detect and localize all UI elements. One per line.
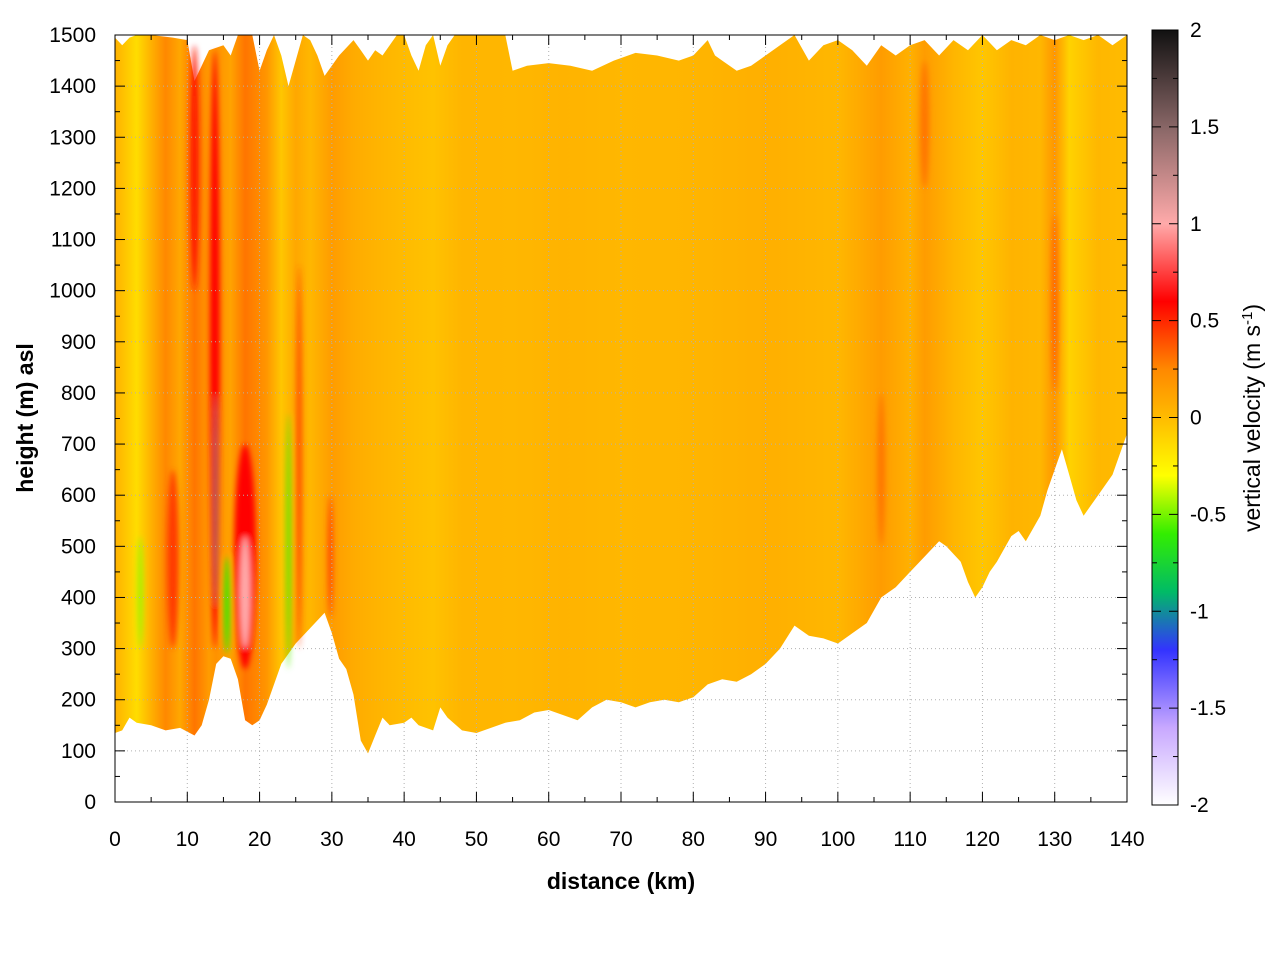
velocity-streak [137, 536, 143, 649]
y-tick-label: 500 [61, 535, 96, 558]
x-tick-label: 70 [609, 828, 632, 851]
x-axis: 0 10 20 30 40 50 60 70 80 90 100 110 120 130 140 [109, 35, 1145, 851]
colorbar-tick-label: 0.5 [1190, 310, 1219, 333]
velocity-streak [240, 536, 251, 649]
velocity-streak [167, 469, 179, 649]
x-axis-title: distance (km) [547, 868, 695, 894]
y-tick-label: 400 [61, 586, 96, 609]
colorbar-title-main: vertical velocity (m s [1239, 325, 1265, 532]
y-tick-label: 1100 [51, 229, 96, 252]
colorbar-title-end: ) [1239, 304, 1265, 312]
x-tick-label: 0 [109, 828, 121, 851]
y-tick-label: 900 [61, 331, 96, 354]
plot-area: 0 10 20 30 40 50 60 70 80 90 100 110 120 130 140 0 100 2… [49, 24, 1144, 851]
colorbar-title: vertical velocity (m s-1) [1239, 304, 1266, 532]
velocity-streak [877, 392, 885, 547]
velocity-streak [213, 392, 218, 608]
colorbar-tick-label: 0 [1190, 407, 1202, 430]
grid-lines [115, 35, 1127, 802]
colorbar-tick-label: 2 [1190, 19, 1202, 42]
y-tick-label: 100 [61, 740, 96, 763]
y-tick-label: 0 [84, 791, 96, 814]
x-tick-label: 130 [1037, 828, 1072, 851]
x-tick-label: 50 [465, 828, 488, 851]
y-tick-label: 1200 [49, 177, 96, 200]
y-axis-title: height (m) asl [12, 343, 38, 493]
y-tick-label: 1300 [49, 126, 96, 149]
x-tick-label: 20 [248, 828, 271, 851]
colorbar-tick-label: -0.5 [1190, 503, 1226, 526]
y-tick-label: 300 [61, 638, 96, 661]
colorbar-tick-label: 1.5 [1190, 116, 1219, 139]
velocity-streak [224, 556, 230, 654]
y-tick-label: 600 [61, 484, 96, 507]
colorbar-tick-label: -1 [1190, 600, 1209, 623]
velocity-streak [209, 50, 220, 649]
x-tick-label: 80 [682, 828, 705, 851]
x-tick-label: 110 [893, 828, 926, 851]
colorbar-ticks: -2 -1.5 -1 -0.5 0 0.5 1 1.5 2 [1152, 19, 1226, 817]
y-tick-label: 800 [61, 382, 96, 405]
x-tick-label: 120 [965, 828, 1000, 851]
colorbar: -2 -1.5 -1 -0.5 0 0.5 1 1.5 2 vertical velocity … [1151, 19, 1266, 817]
y-tick-label: 1000 [49, 280, 96, 303]
velocity-streak [190, 45, 199, 291]
y-tick-label: 1400 [49, 75, 96, 98]
x-tick-label: 90 [754, 828, 777, 851]
x-tick-label: 140 [1109, 828, 1144, 851]
x-tick-label: 40 [392, 828, 415, 851]
x-tick-label: 30 [320, 828, 343, 851]
velocity-streak [286, 413, 291, 669]
velocity-streak [297, 265, 302, 649]
velocity-streak [920, 60, 929, 189]
y-tick-label: 700 [61, 433, 96, 456]
x-tick-label: 10 [176, 828, 199, 851]
colorbar-tick-label: -2 [1190, 794, 1209, 817]
colorbar-title-exponent: -1 [1239, 312, 1256, 325]
colorbar-tick-label: 1 [1190, 213, 1202, 236]
y-tick-label: 1500 [49, 24, 96, 47]
y-axis: 0 100 200 300 400 500 600 700 800 900 1000 1100 1200… [49, 24, 1127, 814]
colorbar-tick-label: -1.5 [1190, 697, 1226, 720]
updraft-features [137, 45, 1058, 670]
velocity-field [115, 35, 1127, 754]
x-tick-label: 60 [537, 828, 560, 851]
x-tick-label: 100 [820, 828, 855, 851]
y-tick-label: 200 [61, 689, 96, 712]
